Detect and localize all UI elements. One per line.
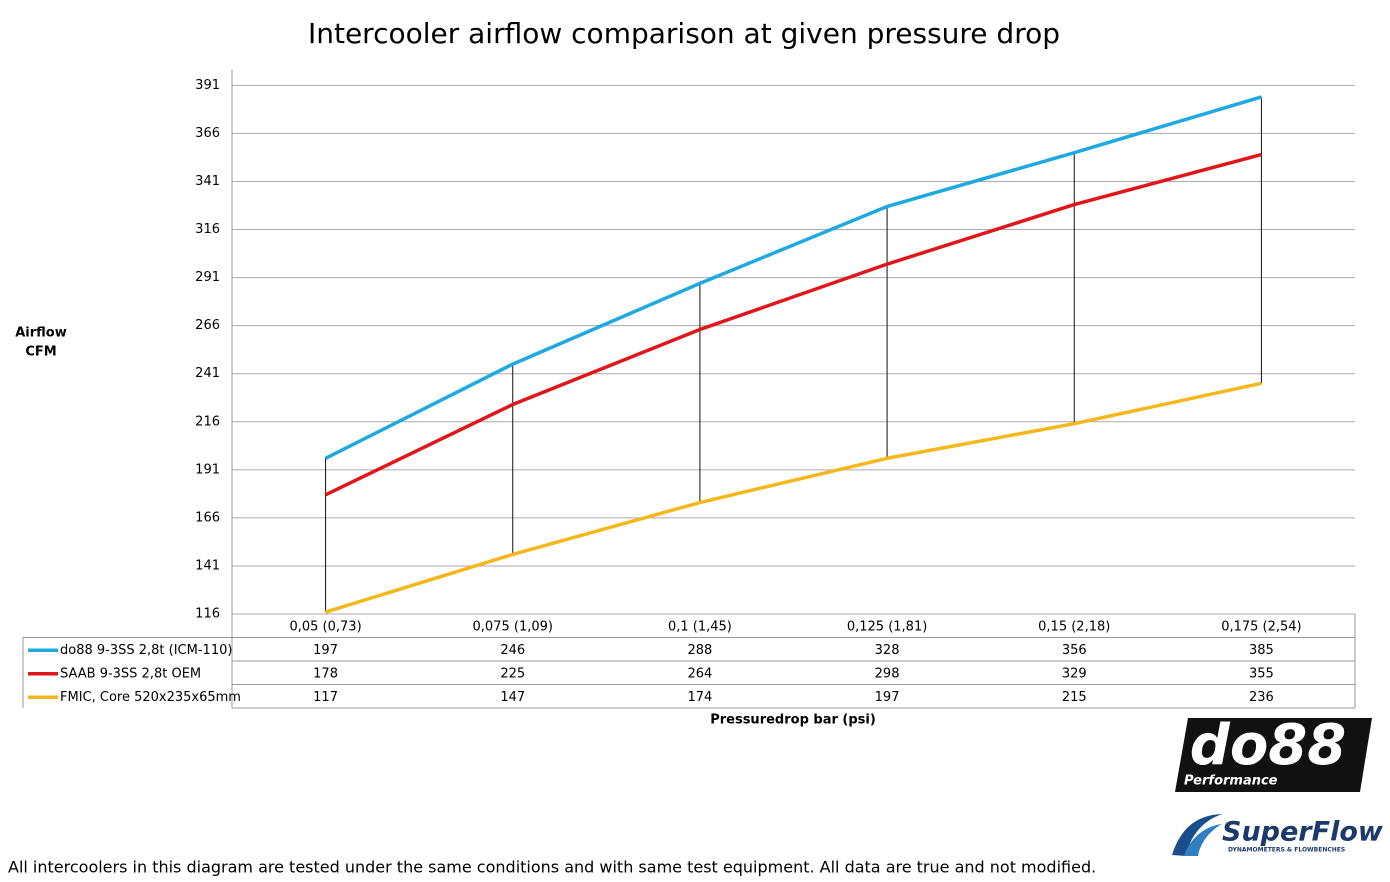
table-value: 197 [875, 690, 900, 705]
table-value: 178 [313, 666, 338, 681]
y-tick-label: 391 [195, 78, 220, 93]
table-value: 147 [500, 690, 525, 705]
y-tick-label: 141 [195, 558, 220, 573]
table-value: 174 [688, 690, 713, 705]
table-value: 328 [875, 643, 900, 658]
x-tick-label: 0,175 (2,54) [1221, 619, 1301, 634]
logo-text: do88 [1190, 713, 1347, 778]
x-tick-label: 0,1 (1,45) [668, 619, 732, 634]
table-value: 329 [1062, 666, 1087, 681]
series-line [325, 381, 1262, 614]
table-value: 264 [688, 666, 713, 681]
table-value: 117 [313, 690, 338, 705]
table-value: 385 [1249, 643, 1274, 658]
logo-background [1175, 718, 1372, 792]
x-tick-label: 0,05 (0,73) [289, 619, 361, 634]
table-value: 288 [688, 643, 713, 658]
y-tick-label: 291 [195, 270, 220, 285]
y-tick-label: 316 [195, 222, 220, 237]
legend-label: SAAB 9-3SS 2,8t OEM [60, 666, 201, 681]
table-value: 225 [500, 666, 525, 681]
logo-swoosh [1184, 824, 1222, 856]
y-tick-label: 341 [195, 174, 220, 189]
series-line [324, 95, 1262, 460]
table-value: 246 [500, 643, 525, 658]
y-tick-label: 241 [195, 366, 220, 381]
legend-label: FMIC, Core 520x235x65mm [60, 690, 241, 705]
table-value: 197 [313, 643, 338, 658]
table-value: 236 [1249, 690, 1274, 705]
logo-subtext: DYNAMOMETERS & FLOWBENCHES [1228, 847, 1345, 854]
table-value: 298 [875, 666, 900, 681]
y-axis-label: Airflow [15, 326, 67, 341]
y-tick-label: 216 [195, 414, 220, 429]
logo-subtext: Performance [1184, 774, 1278, 789]
logo-swoosh [1172, 814, 1222, 856]
legend-label: do88 9-3SS 2,8t (ICM-110) [60, 643, 232, 658]
y-tick-label: 191 [195, 462, 220, 477]
table-value: 356 [1062, 643, 1087, 658]
table-value: 355 [1249, 666, 1274, 681]
chart-title: Intercooler airflow comparison at given … [308, 17, 1060, 50]
table-value: 215 [1062, 690, 1087, 705]
x-tick-label: 0,125 (1,81) [847, 619, 927, 634]
y-tick-label: 166 [195, 510, 220, 525]
logo-text: SuperFlow [1222, 817, 1384, 848]
y-tick-label: 266 [195, 318, 220, 333]
series-line [324, 152, 1262, 497]
superflow-logo: SuperFlow DYNAMOMETERS & FLOWBENCHES [1172, 814, 1384, 856]
x-tick-label: 0,075 (1,09) [473, 619, 553, 634]
x-tick-label: 0,15 (2,18) [1038, 619, 1110, 634]
y-axis-label: CFM [25, 345, 56, 360]
footnote: All intercoolers in this diagram are tes… [8, 858, 1096, 877]
do88-logo: do88 Performance [1175, 713, 1372, 792]
x-axis-label: Pressuredrop bar (psi) [710, 713, 876, 728]
y-tick-label: 366 [195, 126, 220, 141]
y-tick-label: 116 [195, 607, 220, 622]
